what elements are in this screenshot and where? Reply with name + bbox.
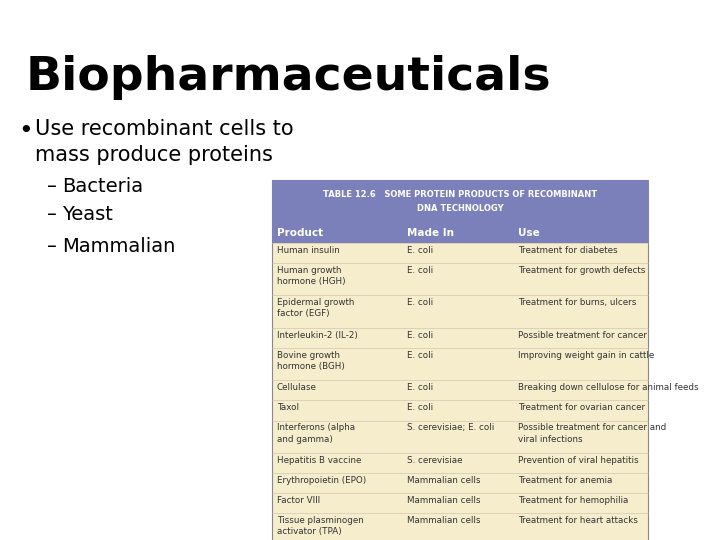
Text: Taxol: Taxol [276,403,299,413]
Text: E. coli: E. coli [407,246,433,255]
Text: Tissue plasminogen
activator (TPA): Tissue plasminogen activator (TPA) [276,516,364,536]
Text: Treatment for burns, ulcers: Treatment for burns, ulcers [518,298,636,307]
Text: Interferons (alpha
and gamma): Interferons (alpha and gamma) [276,423,355,443]
Text: Prevention of viral hepatitis: Prevention of viral hepatitis [518,456,639,465]
Text: Improving weight gain in cattle: Improving weight gain in cattle [518,351,654,360]
Text: Cellulase: Cellulase [276,383,316,392]
Text: Possible treatment for cancer: Possible treatment for cancer [518,330,647,340]
Text: Hepatitis B vaccine: Hepatitis B vaccine [276,456,361,465]
Text: TABLE 12.6   SOME PROTEIN PRODUCTS OF RECOMBINANT: TABLE 12.6 SOME PROTEIN PRODUCTS OF RECO… [323,190,597,199]
Text: Use: Use [518,228,540,239]
FancyBboxPatch shape [272,180,648,540]
Text: Product: Product [276,228,323,239]
Text: Human insulin: Human insulin [276,246,339,255]
Text: E. coli: E. coli [407,351,433,360]
Text: Treatment for diabetes: Treatment for diabetes [518,246,618,255]
Text: S. cerevisiae: S. cerevisiae [407,456,462,465]
Text: Biopharmaceuticals: Biopharmaceuticals [25,56,552,100]
Text: Mammalian cells: Mammalian cells [407,496,480,505]
Text: Yeast: Yeast [62,206,113,225]
Text: Epidermal growth
factor (EGF): Epidermal growth factor (EGF) [276,298,354,318]
Text: –: – [48,206,58,225]
FancyBboxPatch shape [272,180,648,224]
Text: Mammalian cells: Mammalian cells [407,476,480,485]
Text: DNA TECHNOLOGY: DNA TECHNOLOGY [417,204,503,213]
Text: Factor VIII: Factor VIII [276,496,320,505]
Text: E. coli: E. coli [407,266,433,275]
Text: Human growth
hormone (HGH): Human growth hormone (HGH) [276,266,345,286]
Text: Use recombinant cells to
mass produce proteins: Use recombinant cells to mass produce pr… [35,118,293,165]
Text: Mammalian: Mammalian [62,237,176,256]
Text: Erythropoietin (EPO): Erythropoietin (EPO) [276,476,366,485]
Text: –: – [48,177,58,196]
Text: S. cerevisiae; E. coli: S. cerevisiae; E. coli [407,423,495,433]
Text: E. coli: E. coli [407,403,433,413]
Text: Interleukin-2 (IL-2): Interleukin-2 (IL-2) [276,330,357,340]
Text: E. coli: E. coli [407,298,433,307]
Text: Treatment for ovarian cancer: Treatment for ovarian cancer [518,403,646,413]
Text: Breaking down cellulose for animal feeds: Breaking down cellulose for animal feeds [518,383,699,392]
Text: Possible treatment for cancer and
viral infections: Possible treatment for cancer and viral … [518,423,667,443]
Text: Treatment for growth defects: Treatment for growth defects [518,266,646,275]
Text: Treatment for anemia: Treatment for anemia [518,476,613,485]
Text: •: • [18,119,33,144]
Text: Treatment for heart attacks: Treatment for heart attacks [518,516,639,525]
Text: Made In: Made In [407,228,454,239]
Text: Treatment for hemophilia: Treatment for hemophilia [518,496,629,505]
Text: –: – [48,237,58,256]
Text: Bovine growth
hormone (BGH): Bovine growth hormone (BGH) [276,351,344,371]
FancyBboxPatch shape [272,224,648,243]
Text: E. coli: E. coli [407,330,433,340]
Text: Bacteria: Bacteria [62,177,143,196]
Text: Mammalian cells: Mammalian cells [407,516,480,525]
Text: E. coli: E. coli [407,383,433,392]
